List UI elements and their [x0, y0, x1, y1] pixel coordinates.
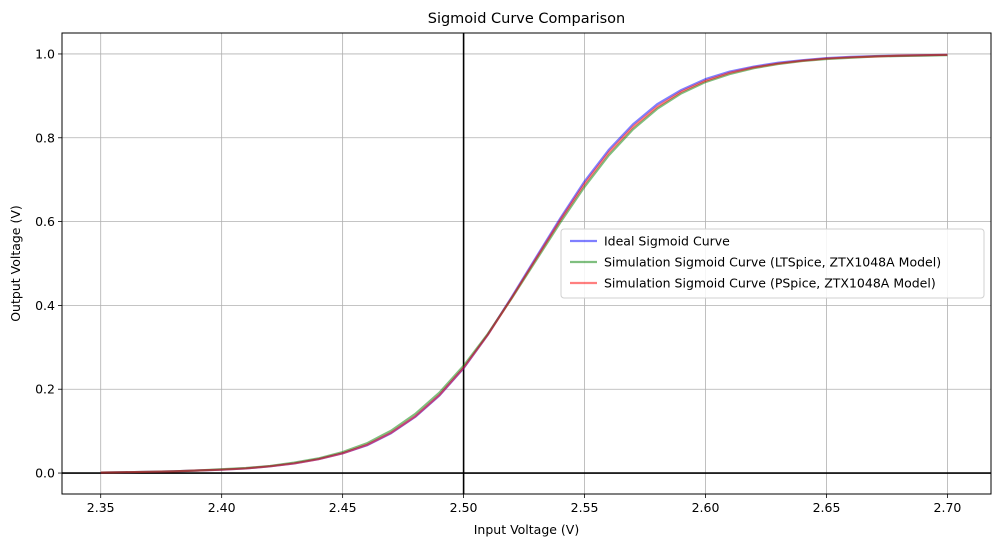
- x-tick-label: 2.60: [692, 500, 720, 515]
- x-tick-label: 2.65: [813, 500, 841, 515]
- axes-frame: [61, 32, 992, 495]
- x-tick-label: 2.35: [87, 500, 115, 515]
- y-tick-label: 0.0: [35, 466, 55, 481]
- x-tick-label: 2.40: [208, 500, 236, 515]
- legend-label-2: Simulation Sigmoid Curve (LTSpice, ZTX10…: [604, 255, 941, 270]
- legend-box: [560, 228, 985, 299]
- chart-title: Sigmoid Curve Comparison: [428, 11, 625, 27]
- x-tick-label: 2.70: [934, 500, 962, 515]
- y-tick-label: 0.4: [35, 298, 55, 313]
- legend-label-1: Ideal Sigmoid Curve: [604, 234, 730, 249]
- series-line-3: [100, 53, 948, 474]
- y-tick-label: 0.8: [35, 130, 55, 145]
- y-tick-label: 0.2: [35, 382, 55, 397]
- x-axis-ticks: 2.35 2.40 2.45 2.50 2.55 2.60 2.65 2.70: [87, 494, 962, 515]
- x-axis-label: Input Voltage (V): [474, 522, 580, 537]
- y-axis-ticks: 0.0 0.2 0.4 0.6 0.8 1.0: [35, 46, 62, 481]
- y-tick-label: 1.0: [35, 46, 55, 61]
- y-tick-label: 0.6: [35, 214, 55, 229]
- x-tick-label: 2.50: [450, 500, 478, 515]
- x-tick-label: 2.45: [329, 500, 357, 515]
- reference-lines: [62, 33, 991, 494]
- plot-lines: [100, 53, 948, 474]
- y-axis-label: Output Voltage (V): [8, 205, 23, 322]
- legend-label-3: Simulation Sigmoid Curve (PSpice, ZTX104…: [604, 276, 936, 291]
- x-tick-label: 2.55: [571, 500, 599, 515]
- legend: Ideal Sigmoid Curve Simulation Sigmoid Cu…: [560, 228, 985, 299]
